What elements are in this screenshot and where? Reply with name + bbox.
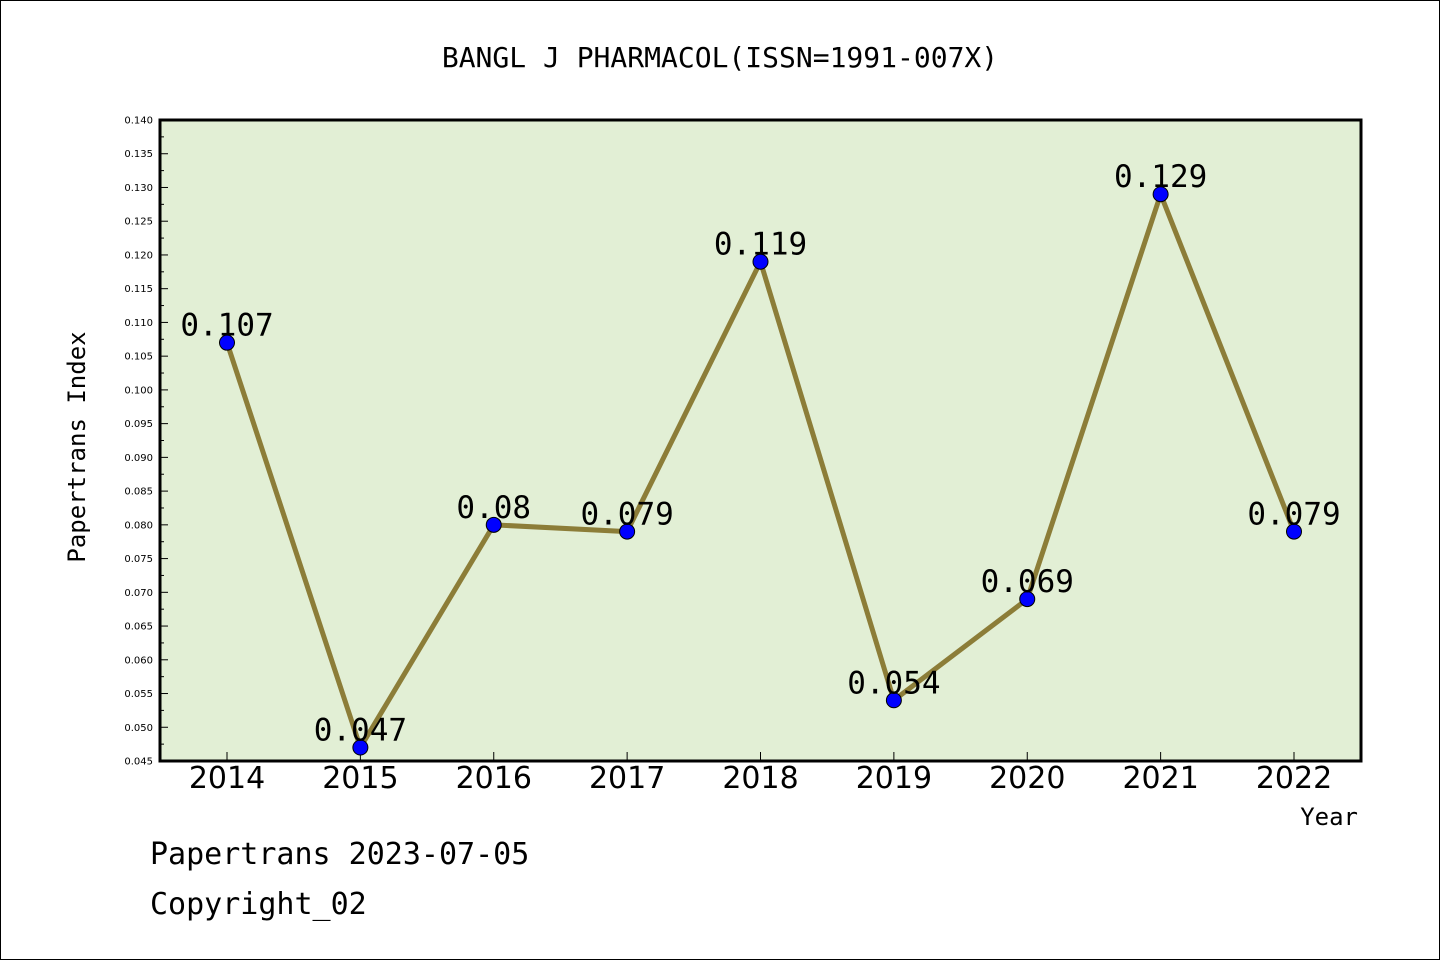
footer-copyright: Copyright_02 bbox=[150, 887, 367, 922]
y-tick-label: 0.080 bbox=[124, 520, 153, 531]
data-point bbox=[1152, 186, 1169, 203]
plot-area bbox=[158, 118, 1363, 763]
y-tick-label: 0.135 bbox=[124, 149, 153, 160]
x-tick-label: 2016 bbox=[456, 761, 532, 796]
x-tick-label: 2017 bbox=[589, 761, 665, 796]
y-tick-label: 0.085 bbox=[124, 487, 153, 498]
data-point bbox=[1019, 591, 1036, 608]
data-point bbox=[885, 692, 902, 709]
footer-date: Papertrans 2023-07-05 bbox=[150, 837, 529, 872]
x-tick-label: 2020 bbox=[989, 761, 1065, 796]
data-point bbox=[352, 739, 369, 756]
y-tick-label: 0.070 bbox=[124, 588, 153, 599]
y-tick-label: 0.045 bbox=[124, 757, 153, 768]
y-tick-label: 0.050 bbox=[124, 723, 153, 734]
y-tick-label: 0.125 bbox=[124, 217, 153, 228]
y-tick-label: 0.095 bbox=[124, 419, 153, 430]
x-tick-label: 2015 bbox=[322, 761, 398, 796]
x-tick-label: 2019 bbox=[856, 761, 932, 796]
data-label: 0.079 bbox=[1247, 497, 1340, 533]
x-tick-label: 2018 bbox=[722, 761, 798, 796]
x-tick-label: 2014 bbox=[189, 761, 265, 796]
x-tick-label: 2022 bbox=[1256, 761, 1332, 796]
y-tick-label: 0.105 bbox=[124, 352, 153, 363]
y-tick-label: 0.090 bbox=[124, 453, 153, 464]
y-tick-label: 0.130 bbox=[124, 183, 153, 194]
data-point bbox=[485, 516, 502, 533]
y-tick-label: 0.115 bbox=[124, 284, 153, 295]
x-tick-label: 2021 bbox=[1122, 761, 1198, 796]
data-label: 0.08 bbox=[456, 490, 531, 526]
data-point bbox=[1286, 523, 1302, 540]
y-tick-label: 0.065 bbox=[124, 622, 153, 633]
data-point bbox=[219, 334, 235, 351]
y-tick-label: 0.110 bbox=[124, 318, 153, 329]
data-label: 0.107 bbox=[180, 308, 273, 344]
chart-title: BANGL J PHARMACOL(ISSN=1991-007X) bbox=[442, 41, 998, 74]
data-label: 0.069 bbox=[981, 564, 1074, 600]
data-label: 0.047 bbox=[314, 713, 407, 749]
y-tick-label: 0.140 bbox=[124, 116, 153, 127]
data-label: 0.119 bbox=[714, 227, 807, 263]
y-tick-label: 0.120 bbox=[124, 250, 153, 261]
data-point bbox=[752, 253, 769, 270]
y-tick-label: 0.075 bbox=[124, 554, 153, 565]
data-label: 0.129 bbox=[1114, 159, 1207, 195]
y-axis-label: Papertrans Index bbox=[63, 331, 91, 562]
data-label: 0.079 bbox=[580, 497, 673, 533]
y-tick-label: 0.060 bbox=[124, 655, 153, 666]
y-axis: 0.045 0.050 0.055 0.060 0.065 0.070 0.075 0.080… bbox=[124, 116, 168, 768]
y-tick-label: 0.055 bbox=[124, 689, 153, 700]
series-group: 0.107 0.047 0.08 0.079 0.119 0.054 0.069 0.129 0… bbox=[180, 159, 1341, 756]
y-tick-label: 0.100 bbox=[124, 385, 153, 396]
x-axis-label: Year bbox=[1300, 803, 1358, 831]
data-label: 0.054 bbox=[847, 665, 940, 701]
x-axis: 2014 2015 2016 2017 2018 2019 2020 2021 2022 bbox=[189, 752, 1332, 796]
data-point bbox=[619, 523, 636, 540]
